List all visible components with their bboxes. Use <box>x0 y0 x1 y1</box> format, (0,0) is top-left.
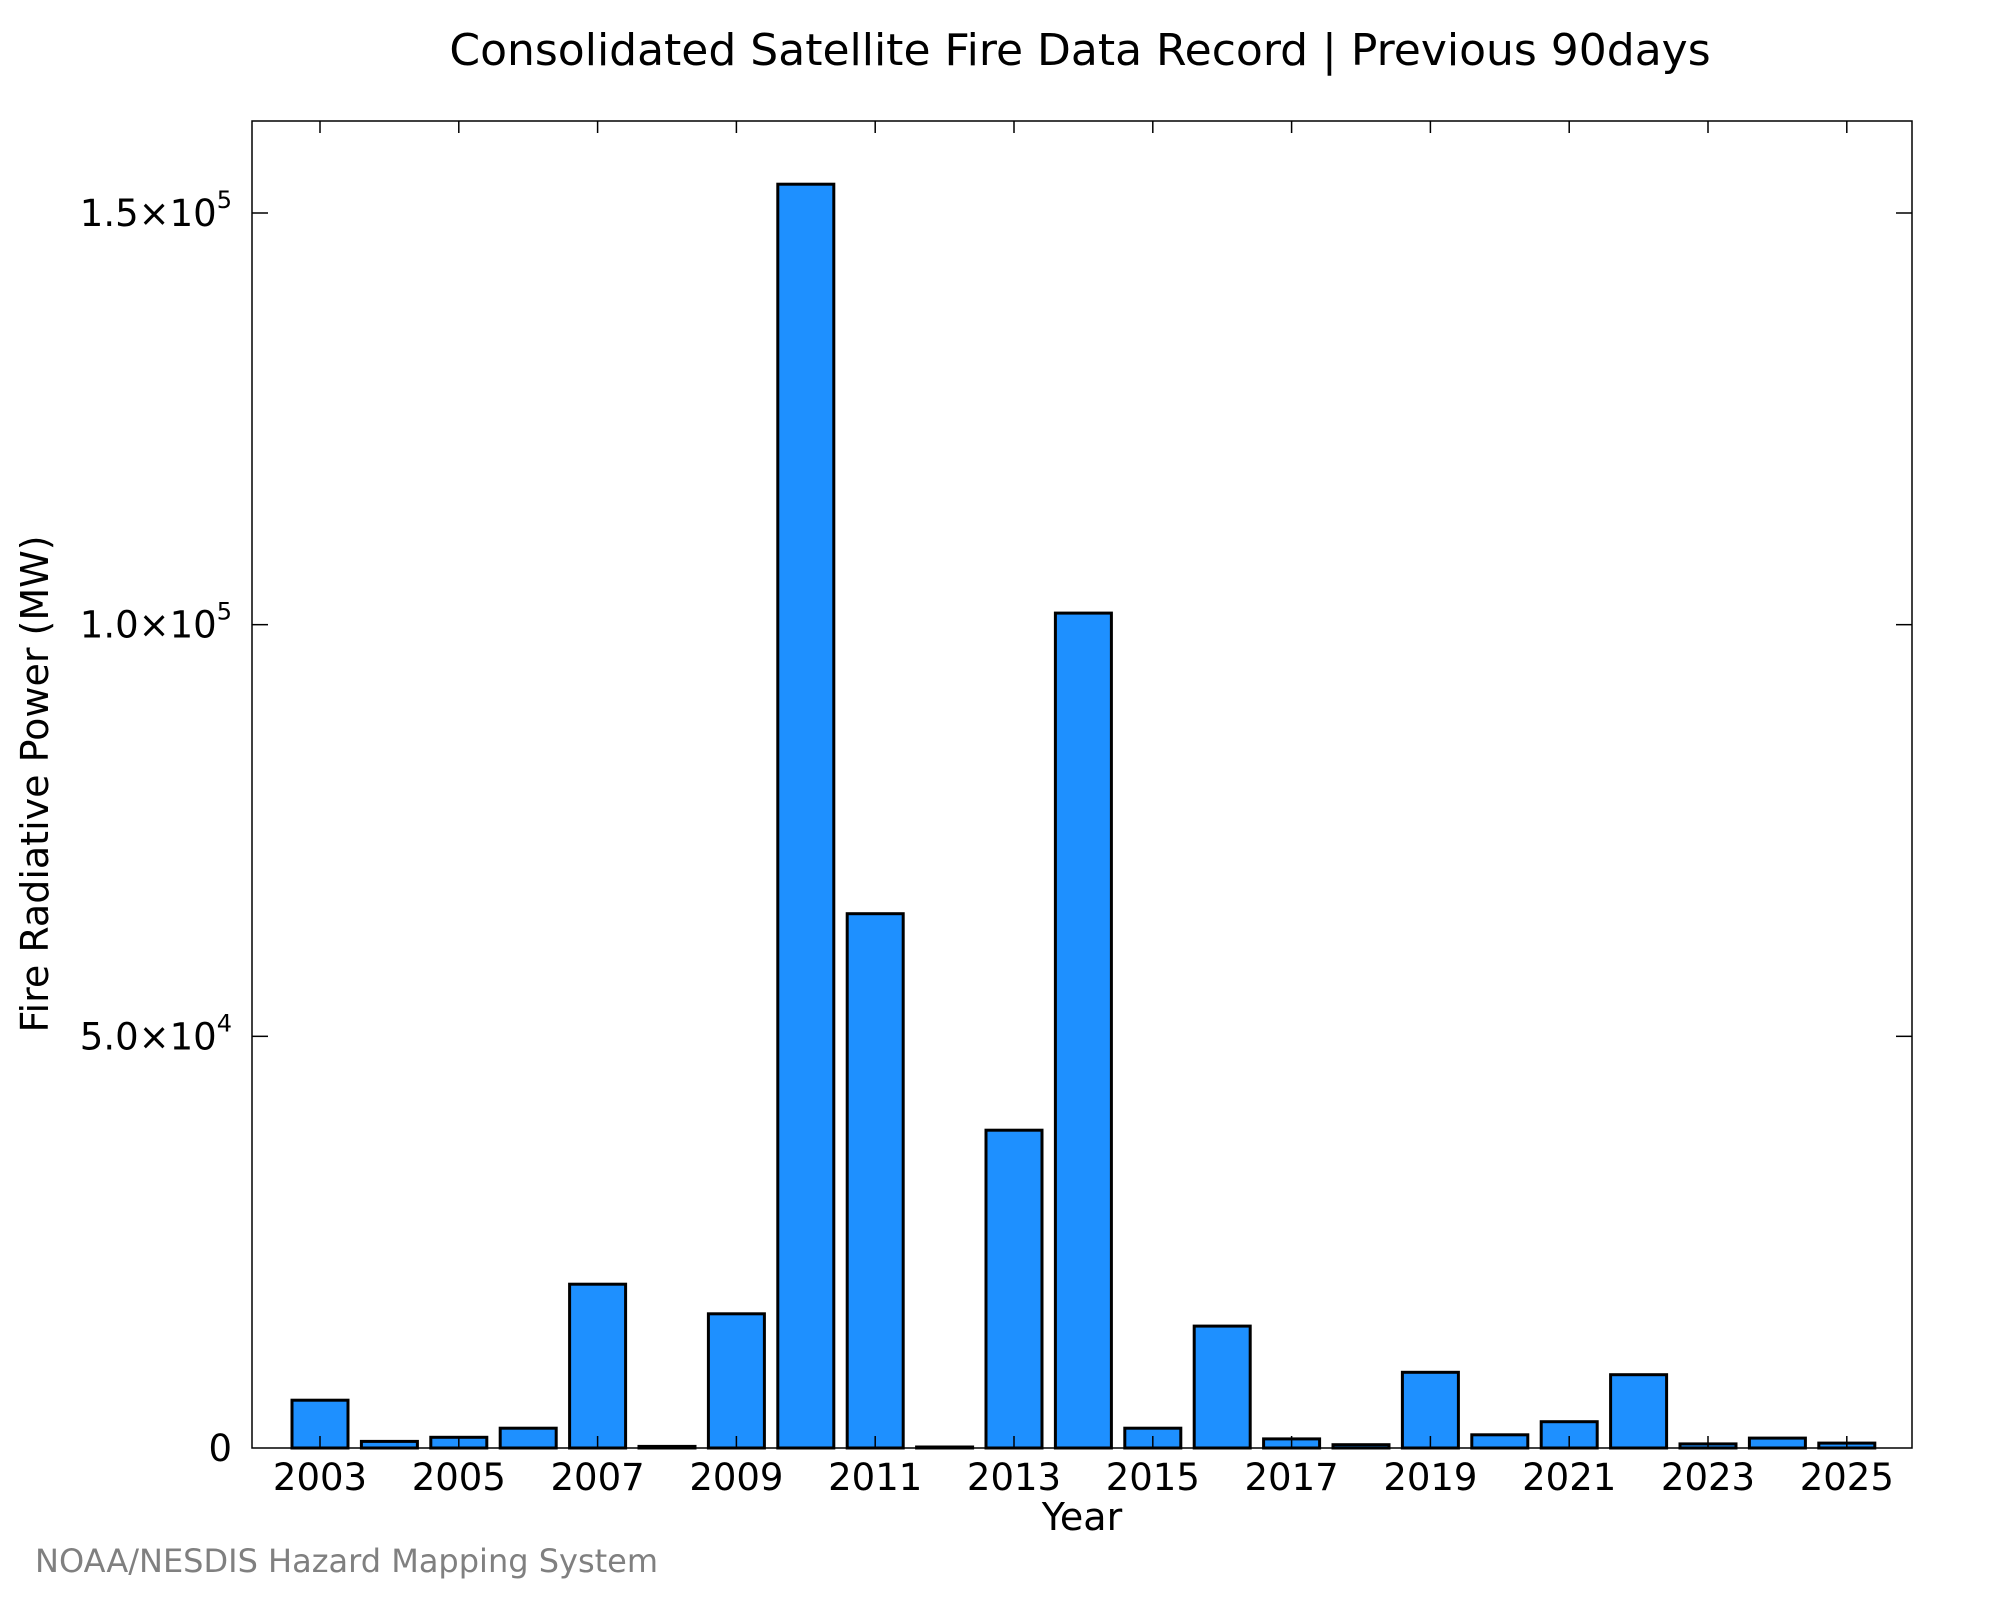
bar-2004 <box>359 1439 419 1450</box>
y-axis-label: Fire Radiative Power (MW) <box>13 535 57 1032</box>
credit-text: NOAA/NESDIS Hazard Mapping System <box>35 1542 658 1580</box>
bar-2006 <box>498 1426 558 1450</box>
x-tick-label-2009: 2009 <box>689 1456 783 1499</box>
bar-2008 <box>637 1444 697 1450</box>
y-tick-label-100000: 1.0×105 <box>80 598 232 647</box>
bar-2018 <box>1331 1443 1391 1450</box>
chart-title: Consolidated Satellite Fire Data Record … <box>449 25 1710 76</box>
x-axis-ticks: 2003 2005 2007 2009 2011 2013 2015 2017 2019 2021… <box>273 121 1894 1499</box>
bar-2010 <box>776 182 836 1450</box>
y-tick-label-150000: 1.5×105 <box>80 186 232 235</box>
bar-2016 <box>1192 1324 1252 1450</box>
bar-2012 <box>915 1445 975 1450</box>
x-tick-label-2017: 2017 <box>1245 1456 1339 1499</box>
bar-2007 <box>568 1282 628 1450</box>
bars-group <box>290 182 1877 1450</box>
x-tick-label-2025: 2025 <box>1800 1456 1894 1499</box>
x-tick-label-2023: 2023 <box>1661 1456 1755 1499</box>
bar-2022 <box>1609 1373 1669 1450</box>
bar-2009 <box>706 1312 766 1450</box>
x-tick-label-2011: 2011 <box>828 1456 922 1499</box>
x-tick-label-2015: 2015 <box>1106 1456 1200 1499</box>
y-axis-ticks: 0 5.0×104 1.0×105 1.5×105 <box>80 186 1912 1470</box>
x-tick-label-2013: 2013 <box>967 1456 1061 1499</box>
y-tick-label-50000: 5.0×104 <box>80 1009 232 1058</box>
y-tick-label-0: 0 <box>208 1427 232 1470</box>
x-tick-label-2005: 2005 <box>412 1456 506 1499</box>
bar-2013 <box>984 1128 1044 1450</box>
x-axis-label: Year <box>1041 1495 1123 1539</box>
x-tick-label-2021: 2021 <box>1522 1456 1616 1499</box>
x-tick-label-2007: 2007 <box>551 1456 645 1499</box>
bar-2019 <box>1400 1370 1460 1450</box>
x-tick-label-2019: 2019 <box>1383 1456 1477 1499</box>
bar-2024 <box>1747 1436 1807 1450</box>
bar-2014 <box>1053 611 1113 1450</box>
bar-2020 <box>1470 1433 1530 1450</box>
x-tick-label-2003: 2003 <box>273 1456 367 1499</box>
bar-2011 <box>845 912 905 1450</box>
